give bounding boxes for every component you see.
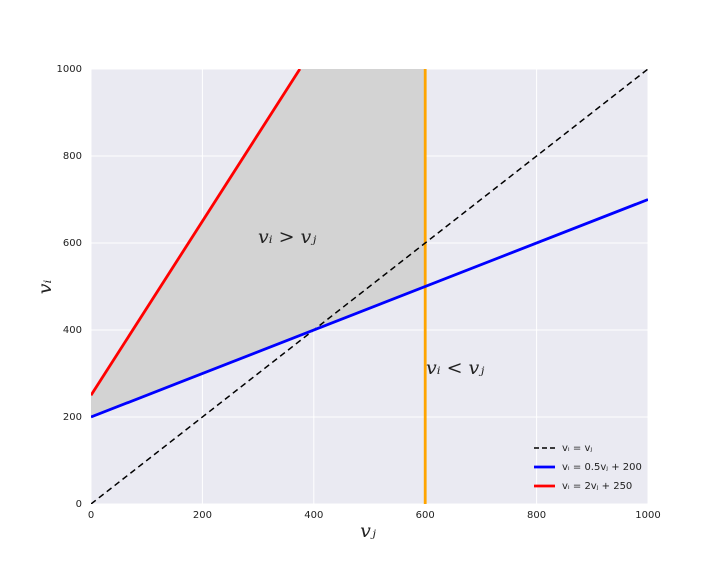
x-tick-label: 400: [304, 510, 323, 521]
x-axis-label: vⱼ: [360, 520, 376, 542]
annotation: vᵢ > vⱼ: [258, 226, 316, 248]
x-tick-label: 1000: [635, 510, 660, 521]
line: [91, 69, 648, 504]
line: [91, 69, 302, 397]
y-axis-label: vᵢ: [34, 280, 56, 295]
x-tick-label: 200: [193, 510, 212, 521]
y-tick-label: 800: [63, 151, 82, 162]
x-tick-label: 800: [527, 510, 546, 521]
legend-label: vᵢ = 2vⱼ + 250: [562, 481, 632, 492]
y-tick-label: 600: [63, 238, 82, 249]
legend-label: vᵢ = 0.5vⱼ + 200: [562, 462, 642, 473]
shaded-region: [91, 69, 426, 417]
line: [91, 198, 648, 419]
y-tick-label: 200: [63, 412, 82, 423]
y-tick-label: 1000: [57, 64, 82, 75]
legend-label: vᵢ = vⱼ: [562, 443, 592, 454]
x-tick-label: 600: [416, 510, 435, 521]
y-tick-label: 400: [63, 325, 82, 336]
annotation: vᵢ < vⱼ: [426, 357, 484, 379]
y-tick-label: 0: [76, 499, 82, 510]
x-tick-label: 0: [88, 510, 94, 521]
